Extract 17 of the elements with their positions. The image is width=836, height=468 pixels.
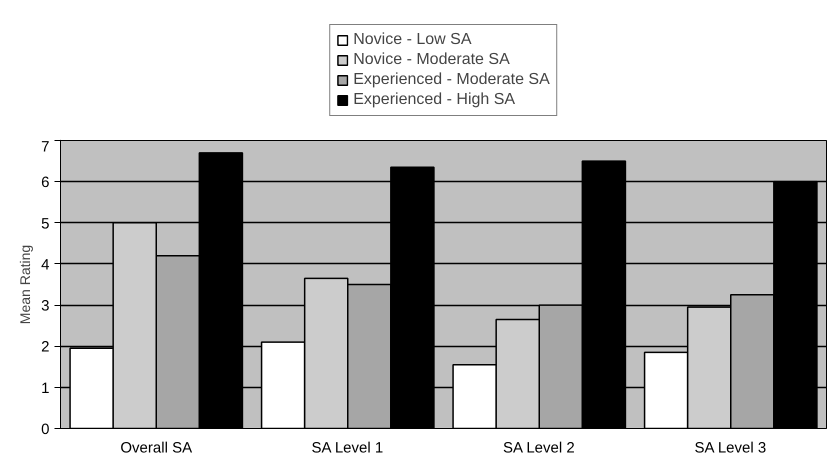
y-tick-label: 3 [41, 298, 50, 315]
y-tick-label: 6 [41, 174, 50, 192]
y-tick-label: 0 [41, 421, 50, 438]
x-tick-label: Overall SA [120, 440, 192, 456]
y-axis-title: Mean Rating [17, 244, 34, 324]
y-tick-label: 5 [41, 215, 50, 232]
y-tick-label: 1 [41, 380, 50, 397]
x-tick-label: SA Level 3 [694, 440, 766, 456]
legend-label: Experienced - Moderate SA [353, 71, 550, 89]
y-tick-label: 4 [41, 256, 50, 274]
y-tick-label: 2 [41, 338, 50, 356]
x-tick-label: SA Level 1 [311, 440, 384, 456]
legend-label: Novice - Low SA [353, 31, 472, 49]
x-tick-label: SA Level 2 [502, 440, 575, 456]
y-tick-label: 7 [41, 138, 50, 156]
legend-label: Experienced - High SA [353, 91, 516, 109]
legend-label: Novice - Moderate SA [353, 51, 510, 69]
